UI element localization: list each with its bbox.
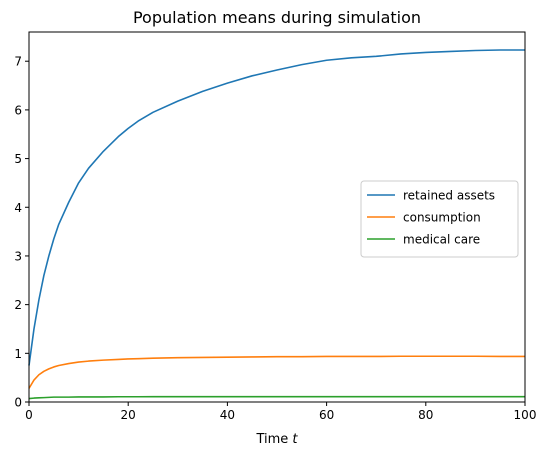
plot-frame [28,31,526,403]
chart-title: Population means during simulation [133,8,421,27]
x-tick-label: 80 [418,408,433,422]
x-axis-label: Time t [255,432,298,447]
series-line-consumption [28,355,525,389]
y-tick-label: 0 [14,396,22,410]
x-tick-label: 40 [220,408,235,422]
y-tick-label: 7 [14,55,22,69]
x-tick-label: 100 [514,408,537,422]
x-tick-label: 60 [319,408,334,422]
y-tick-label: 2 [14,298,22,312]
legend: retained assets consumption medical care [360,180,519,258]
legend-frame [360,180,519,258]
y-tick-label: 3 [14,249,22,263]
x-axis-ticks: 0 20 40 60 80 100 [25,402,536,422]
series-line-retained-assets [28,49,525,366]
y-tick-label: 4 [14,201,22,215]
y-tick-label: 6 [14,103,22,117]
y-axis-ticks: 0 1 2 3 4 5 6 7 [14,55,29,410]
legend-label-retained-assets: retained assets [403,189,495,203]
series-line-medical-care [28,395,525,400]
series-layer [28,49,525,400]
legend-label-medical-care: medical care [403,233,480,247]
y-tick-label: 1 [14,347,22,361]
legend-label-consumption: consumption [403,211,481,225]
x-tick-label: 0 [25,408,33,422]
x-tick-label: 20 [121,408,136,422]
y-tick-label: 5 [14,152,22,166]
